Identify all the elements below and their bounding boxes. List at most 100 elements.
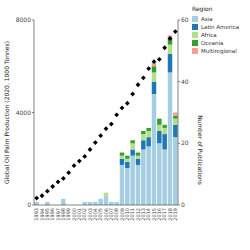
bar — [98, 199, 102, 205]
bar — [130, 140, 134, 143]
bar — [98, 198, 102, 199]
bar — [88, 202, 92, 205]
bar — [157, 119, 161, 125]
y2-tick — [178, 81, 180, 82]
bar — [93, 202, 97, 205]
bar — [168, 72, 172, 205]
bar — [61, 199, 65, 205]
bar — [120, 165, 124, 205]
bar — [141, 131, 145, 134]
marker — [146, 66, 151, 71]
bar — [114, 201, 118, 202]
x-axis-line — [34, 205, 178, 206]
bar — [125, 156, 129, 159]
bar — [141, 140, 145, 149]
marker — [45, 189, 50, 194]
bar — [120, 156, 124, 159]
bar — [162, 134, 166, 149]
bar — [93, 201, 97, 202]
bar — [120, 159, 124, 165]
bar — [45, 202, 49, 205]
y2-tick-label: 20 — [181, 139, 189, 146]
bar — [136, 152, 140, 153]
y2-tick — [178, 205, 180, 206]
bar — [61, 198, 65, 199]
bar — [88, 201, 92, 202]
bar — [34, 201, 38, 202]
bar — [152, 72, 156, 81]
marker — [104, 126, 109, 131]
marker — [162, 45, 167, 50]
bar — [104, 192, 108, 193]
bar — [45, 201, 49, 202]
marker — [168, 36, 173, 41]
marker — [136, 82, 141, 87]
bar — [34, 201, 38, 202]
bar — [168, 54, 172, 73]
bar — [162, 128, 166, 134]
y2-tick-label: 0 — [181, 201, 185, 208]
bar — [109, 201, 113, 202]
bar — [136, 153, 140, 156]
marker — [130, 92, 135, 97]
legend-label: Multiregional — [201, 48, 237, 55]
bar — [88, 201, 92, 202]
marker — [109, 122, 114, 127]
bar — [168, 45, 172, 54]
bar — [141, 150, 145, 206]
marker — [157, 57, 162, 62]
bar — [130, 143, 134, 149]
y-tick-label: 4000 — [16, 109, 31, 116]
bar — [45, 201, 49, 202]
bar — [109, 201, 113, 202]
bar — [130, 156, 134, 205]
y-tick — [32, 20, 34, 21]
bar — [157, 143, 161, 205]
bar — [152, 66, 156, 72]
bar — [93, 201, 97, 202]
bar — [104, 196, 108, 205]
legend-swatch — [192, 16, 198, 22]
y-tick-label: 8000 — [16, 16, 31, 23]
bar — [88, 201, 92, 202]
legend-swatch — [192, 24, 198, 30]
bar — [162, 124, 166, 125]
legend-title: Region — [192, 5, 213, 13]
legend-label: Africa — [201, 32, 217, 38]
bar — [125, 168, 129, 205]
bar — [34, 201, 38, 202]
bar — [136, 165, 140, 205]
x-tick-label: 2019 — [172, 208, 178, 221]
bar — [146, 128, 150, 131]
bar — [157, 125, 161, 131]
marker — [66, 170, 71, 175]
bar — [98, 198, 102, 199]
bar — [104, 193, 108, 196]
bar — [146, 127, 150, 128]
bar — [61, 198, 65, 199]
bar — [45, 201, 49, 202]
bar — [34, 201, 38, 202]
bar — [157, 118, 161, 119]
marker — [50, 184, 55, 189]
bar — [136, 156, 140, 159]
bar — [114, 201, 118, 202]
bar — [93, 201, 97, 202]
bar — [98, 198, 102, 199]
bar — [104, 192, 108, 193]
bar — [114, 201, 118, 202]
marker — [77, 159, 82, 164]
axes: 0400080000204060199319941995199619971998… — [16, 16, 189, 221]
marker — [34, 196, 39, 201]
bar — [152, 82, 156, 94]
bar — [120, 152, 124, 153]
marker — [56, 179, 61, 184]
bar — [162, 150, 166, 206]
bar — [125, 162, 129, 168]
bar — [125, 155, 129, 156]
y-tick — [32, 112, 34, 113]
marker — [88, 147, 93, 152]
marker — [72, 163, 77, 168]
bar — [114, 202, 118, 205]
bar — [173, 113, 177, 116]
